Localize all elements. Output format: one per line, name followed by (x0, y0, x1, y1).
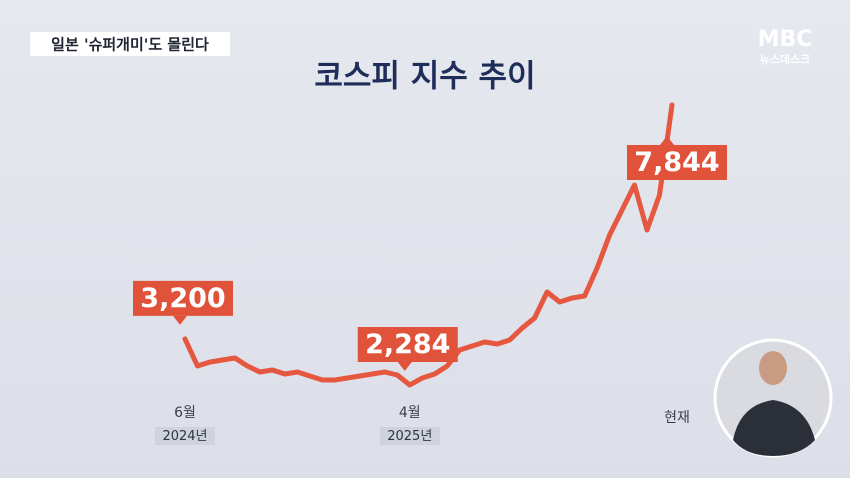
value-label: 3,200 (140, 283, 225, 314)
value-callout-tip (660, 136, 674, 145)
x-tick-sublabel: 2024년 (162, 429, 207, 444)
value-callout (627, 145, 727, 180)
logo: MBC (758, 27, 813, 52)
year-box (379, 427, 440, 445)
interpreter-body (733, 400, 815, 456)
x-tick-label: 6월 (174, 405, 196, 421)
x-tick-label: 4월 (399, 405, 421, 421)
kospi-line (182, 102, 675, 388)
value-label: 2,284 (365, 329, 450, 360)
x-tick-sublabel: 2025년 (387, 429, 432, 444)
value-callout-tip (173, 315, 187, 325)
value-callout (133, 280, 233, 316)
plot: 6월 2024년 4월 2025년 현재 3,200 2,284 7,844 (133, 102, 727, 445)
logo-sub: 뉴스데스크 (760, 52, 811, 66)
value-label: 7,844 (634, 147, 719, 178)
x-tick-label: 현재 (664, 410, 690, 426)
tag: 일본 '슈퍼개미'도 몰린다 (51, 36, 209, 54)
interpreter (713, 338, 833, 458)
year-box (155, 427, 215, 445)
chart-title: 코스피 지수 추이 (314, 59, 535, 95)
tag-box (30, 32, 230, 56)
interpreter-head (759, 351, 787, 385)
value-callout (357, 327, 458, 362)
value-callout-tip (397, 362, 412, 371)
